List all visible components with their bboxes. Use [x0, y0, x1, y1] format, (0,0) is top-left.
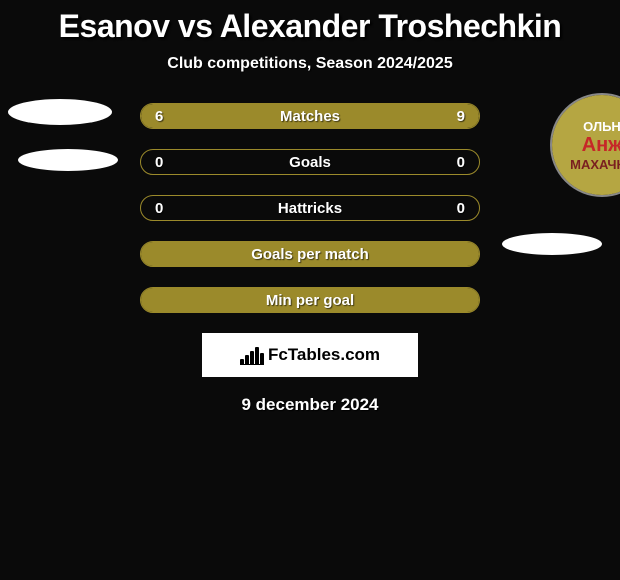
bar-label: Goals: [141, 150, 479, 174]
stat-bar: 69Matches: [140, 103, 480, 129]
bar-label: Hattricks: [141, 196, 479, 220]
player-right-name-badge: [502, 233, 602, 255]
stat-bar: 00Goals: [140, 149, 480, 175]
player-left-name-badge: [18, 149, 118, 171]
club-badge: ОЛЬН Анж МАХАЧКА: [552, 95, 620, 195]
club-badge-top: ОЛЬН: [583, 119, 620, 134]
player-left-avatar-placeholder: [8, 99, 112, 125]
stat-bars: 69Matches 00Goals 00Hattricks Goals per mat…: [140, 103, 480, 313]
club-badge-mid: Анж: [582, 134, 620, 157]
player-right-avatar: ОЛЬН Анж МАХАЧКА: [550, 93, 620, 197]
club-badge-bot: МАХАЧКА: [570, 157, 620, 172]
bar-label: Min per goal: [141, 288, 479, 312]
bar-chart-icon: [240, 345, 264, 365]
bar-label: Matches: [141, 104, 479, 128]
bar-label: Goals per match: [141, 242, 479, 266]
subtitle: Club competitions, Season 2024/2025: [0, 55, 620, 73]
page-title: Esanov vs Alexander Troshechkin: [0, 8, 620, 45]
source-logo[interactable]: FcTables.com: [202, 333, 418, 377]
source-logo-text: FcTables.com: [268, 345, 380, 365]
stat-bar: Min per goal: [140, 287, 480, 313]
comparison-card: Esanov vs Alexander Troshechkin Club com…: [0, 0, 620, 580]
stat-bar: 00Hattricks: [140, 195, 480, 221]
date-label: 9 december 2024: [0, 395, 620, 415]
main-area: ОЛЬН Анж МАХАЧКА 69Matches 00Goals 00Hattr…: [0, 103, 620, 415]
stat-bar: Goals per match: [140, 241, 480, 267]
